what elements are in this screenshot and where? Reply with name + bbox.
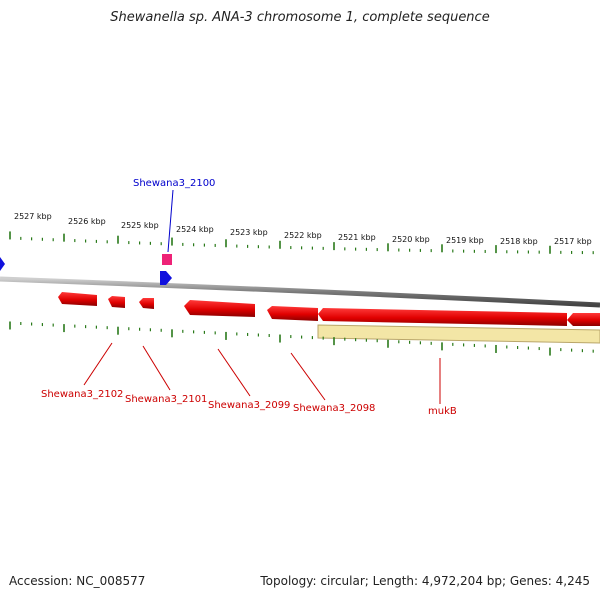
gene-labels: Shewana3_2100 Shewana3_2102 Shewana3_210…: [41, 178, 457, 417]
gene-arrow-unlabeled-1[interactable]: [108, 296, 125, 308]
scale-label-2518: 2518 kbp: [500, 237, 538, 246]
feature-blue-shewana3-2100[interactable]: [160, 271, 172, 285]
lower-scale-ticks: [9, 321, 594, 356]
scale-label-2523: 2523 kbp: [230, 228, 268, 237]
gene-arrow-right-edge[interactable]: [567, 313, 600, 326]
gene-arrow-mukb[interactable]: [318, 308, 567, 326]
leader-shewana3-2098: [290, 352, 326, 401]
scale-label-2522: 2522 kbp: [284, 231, 322, 240]
gene-label-mukb[interactable]: mukB: [428, 406, 457, 417]
accession-text: Accession: NC_008577: [9, 574, 146, 588]
scale-label-2520: 2520 kbp: [392, 235, 430, 244]
scale-label-2524: 2524 kbp: [176, 225, 214, 234]
gene-arrow-shewana3-2101[interactable]: [139, 298, 154, 309]
genome-backbone: [0, 276, 600, 308]
map-title: Shewanella sp. ANA-3 chromosome 1, compl…: [110, 10, 490, 25]
gene-label-shewana3-2101[interactable]: Shewana3_2101: [125, 394, 207, 405]
scale-label-2525: 2525 kbp: [121, 221, 159, 230]
leader-shewana3-2099: [217, 348, 251, 397]
scale-labels: 2527 kbp 2526 kbp 2525 kbp 2524 kbp 2523…: [14, 212, 592, 246]
gene-arrow-shewana3-2099[interactable]: [184, 300, 255, 317]
gene-arrow-shewana3-2102[interactable]: [58, 292, 97, 306]
mukb-highlight-band: [317, 324, 600, 344]
gene-label-shewana3-2100[interactable]: Shewana3_2100: [133, 178, 215, 189]
scale-label-2527: 2527 kbp: [14, 212, 52, 221]
feature-blue-left-edge[interactable]: [0, 257, 5, 271]
gene-label-shewana3-2099[interactable]: Shewana3_2099: [208, 400, 290, 411]
scale-label-2526: 2526 kbp: [68, 217, 106, 226]
leader-shewana3-2100: [167, 189, 174, 253]
upper-scale-ticks: [9, 231, 594, 255]
leader-shewana3-2101: [142, 345, 171, 391]
scale-label-2517: 2517 kbp: [554, 237, 592, 246]
label-leaders: [83, 189, 441, 404]
feature-pink-block[interactable]: [162, 254, 172, 265]
gene-label-shewana3-2098[interactable]: Shewana3_2098: [293, 403, 375, 414]
gene-label-shewana3-2102[interactable]: Shewana3_2102: [41, 389, 123, 400]
scale-label-2521: 2521 kbp: [338, 233, 376, 242]
scale-label-2519: 2519 kbp: [446, 236, 484, 245]
leader-shewana3-2102: [83, 342, 113, 386]
topology-text: Topology: circular; Length: 4,972,204 bp…: [260, 574, 590, 588]
gene-arrow-shewana3-2098[interactable]: [267, 306, 318, 321]
